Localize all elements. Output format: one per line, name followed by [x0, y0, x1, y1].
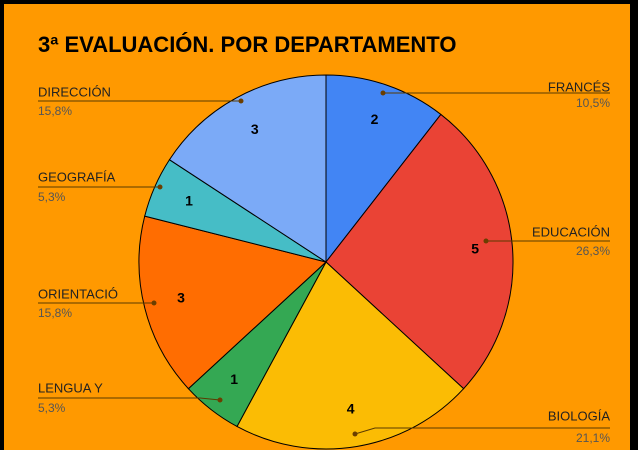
category-label: ORIENTACIÓ — [38, 286, 118, 301]
chart-title: 3ª EVALUACIÓN. POR DEPARTAMENTO — [38, 32, 456, 57]
callout-dot — [157, 184, 163, 190]
callout-line — [38, 397, 221, 401]
slice-value-label: 3 — [251, 121, 259, 137]
percent-label: 5,3% — [38, 401, 66, 415]
pie-slice — [325, 113, 514, 390]
pie-slice — [236, 261, 465, 450]
category-label: GEOGRAFÍA — [38, 169, 116, 184]
category-label: DIRECCIÓN — [38, 84, 111, 99]
percent-label: 15,8% — [38, 306, 72, 320]
percent-label: 26,3% — [576, 244, 610, 258]
category-label: EDUCACIÓN — [532, 224, 610, 239]
category-label: FRANCÉS — [548, 79, 610, 94]
callout-dot — [217, 397, 223, 403]
callout-dot — [238, 98, 244, 104]
slice-value-label: 4 — [347, 400, 355, 416]
callout-dot — [151, 300, 157, 306]
percent-label: 21,1% — [576, 431, 610, 445]
category-label: LENGUA Y — [38, 380, 103, 395]
percent-label: 15,8% — [38, 104, 72, 118]
pie-slice — [168, 74, 327, 263]
percent-label: 10,5% — [576, 96, 610, 110]
slice-value-label: 5 — [471, 240, 479, 256]
slice-value-label: 1 — [230, 371, 238, 387]
callout-dot — [352, 431, 358, 437]
callout-dot — [380, 90, 386, 96]
percent-label: 5,3% — [38, 190, 66, 204]
callout-dot — [483, 238, 489, 244]
pie-slice — [138, 215, 328, 390]
callout-line — [354, 427, 610, 435]
pie-slice — [325, 74, 442, 264]
category-label: BIOLOGÍA — [548, 408, 610, 423]
slice-value-label: 1 — [185, 193, 193, 209]
slice-value-label: 3 — [177, 289, 185, 305]
slice-value-label: 2 — [371, 111, 379, 127]
